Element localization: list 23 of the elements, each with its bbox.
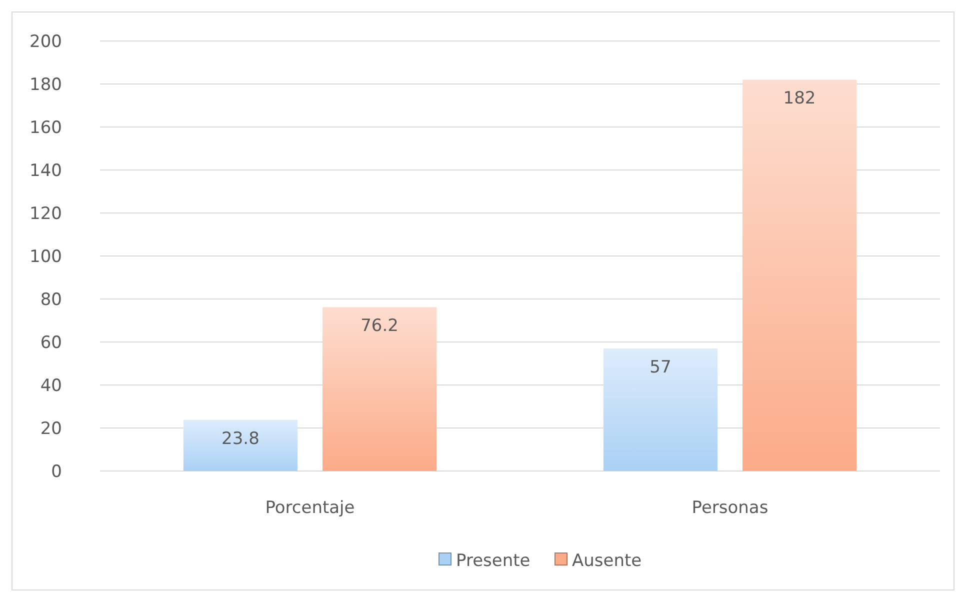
y-tick-label: 120 [30,204,62,224]
legend-label: Presente [456,550,530,571]
data-label: 76.2 [360,316,398,336]
y-tick-label: 0 [51,462,62,482]
y-tick-label: 140 [30,160,62,181]
data-label: 23.8 [222,428,260,449]
data-label: 57 [650,357,672,378]
x-tick-label: Personas [692,498,768,518]
y-tick-label: 80 [40,290,62,310]
y-tick-label: 100 [30,246,62,267]
data-label: 182 [783,88,816,109]
y-tick-label: 160 [30,118,62,138]
y-tick-label: 200 [30,32,62,52]
bar [322,307,437,471]
y-tick-label: 180 [30,74,62,95]
bar [603,348,718,471]
y-tick-label: 20 [40,418,62,439]
bar [183,420,298,471]
y-tick-label: 40 [40,376,62,396]
bar [742,80,857,471]
legend-label: Ausente [572,550,642,571]
x-tick-label: Porcentaje [265,498,355,518]
y-tick-label: 60 [40,332,62,353]
